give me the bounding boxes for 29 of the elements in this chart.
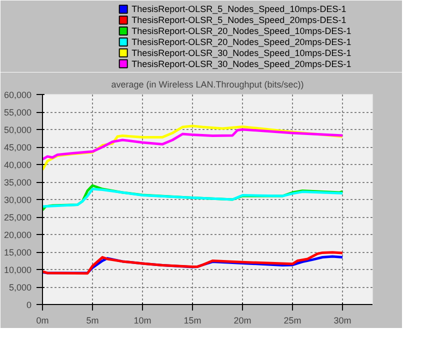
x-tick-label: 5m bbox=[86, 316, 99, 326]
legend-label: ThesisReport-OLSR_5_Nodes_Speed_10mps-DES-1 bbox=[132, 4, 346, 14]
y-tick-label: 35,000 bbox=[4, 178, 32, 188]
y-tick-label: 15,000 bbox=[4, 248, 32, 258]
legend-label: ThesisReport-OLSR_30_Nodes_Speed_10mps-DES-1 bbox=[132, 48, 352, 58]
chart-title: average (in Wireless LAN.Throughput (bits/sec)) bbox=[111, 80, 304, 90]
legend-label: ThesisReport-OLSR_30_Nodes_Speed_20mps-DES-1 bbox=[132, 58, 352, 69]
y-tick-label: 55,000 bbox=[4, 108, 32, 118]
y-tick-label: 20,000 bbox=[4, 230, 32, 240]
x-tick-label: 0m bbox=[36, 316, 49, 326]
x-tick-label: 30m bbox=[334, 316, 352, 326]
x-tick-label: 10m bbox=[134, 316, 152, 326]
line-series bbox=[42, 128, 344, 160]
y-tick-label: 10,000 bbox=[4, 265, 32, 275]
y-tick-label: 40,000 bbox=[4, 160, 32, 170]
x-tick-label: 25m bbox=[284, 316, 302, 326]
y-tick-label: 30,000 bbox=[4, 195, 32, 205]
legend-label: ThesisReport-OLSR_20_Nodes_Speed_20mps-DES-1 bbox=[132, 36, 352, 47]
y-tick-label: 50,000 bbox=[4, 125, 32, 135]
y-tick-label: 25,000 bbox=[4, 212, 32, 222]
legend-label: ThesisReport-OLSR_20_Nodes_Speed_10mps-DES-1 bbox=[132, 26, 352, 36]
legend-label: ThesisReport-OLSR_5_Nodes_Speed_20mps-DES-1 bbox=[132, 15, 346, 26]
x-tick-label: 15m bbox=[184, 316, 202, 326]
line-series bbox=[42, 251, 344, 275]
y-tick-label: 5,000 bbox=[8, 282, 32, 292]
y-tick-label: 45,000 bbox=[4, 142, 32, 152]
x-tick-label: 20m bbox=[234, 316, 252, 326]
y-tick-label: 60,000 bbox=[4, 90, 32, 100]
y-tick-label: 0 bbox=[26, 300, 32, 310]
